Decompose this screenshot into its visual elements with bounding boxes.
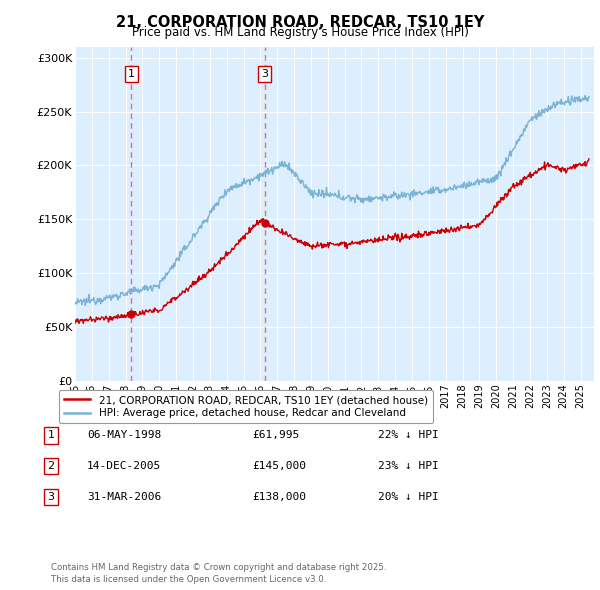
Text: Contains HM Land Registry data © Crown copyright and database right 2025.: Contains HM Land Registry data © Crown c… [51, 563, 386, 572]
Text: 21, CORPORATION ROAD, REDCAR, TS10 1EY: 21, CORPORATION ROAD, REDCAR, TS10 1EY [116, 15, 484, 30]
Text: 3: 3 [261, 69, 268, 79]
Text: £145,000: £145,000 [252, 461, 306, 471]
Text: 14-DEC-2005: 14-DEC-2005 [87, 461, 161, 471]
Text: 31-MAR-2006: 31-MAR-2006 [87, 492, 161, 502]
Text: 1: 1 [128, 69, 135, 79]
Text: 1: 1 [47, 431, 55, 440]
Text: £138,000: £138,000 [252, 492, 306, 502]
Text: 2: 2 [47, 461, 55, 471]
Text: 20% ↓ HPI: 20% ↓ HPI [378, 492, 439, 502]
Text: Price paid vs. HM Land Registry's House Price Index (HPI): Price paid vs. HM Land Registry's House … [131, 26, 469, 39]
Text: 23% ↓ HPI: 23% ↓ HPI [378, 461, 439, 471]
Text: £61,995: £61,995 [252, 431, 299, 440]
Text: 3: 3 [47, 492, 55, 502]
Legend: 21, CORPORATION ROAD, REDCAR, TS10 1EY (detached house), HPI: Average price, det: 21, CORPORATION ROAD, REDCAR, TS10 1EY (… [59, 390, 433, 424]
Text: 22% ↓ HPI: 22% ↓ HPI [378, 431, 439, 440]
Text: This data is licensed under the Open Government Licence v3.0.: This data is licensed under the Open Gov… [51, 575, 326, 584]
Text: 06-MAY-1998: 06-MAY-1998 [87, 431, 161, 440]
